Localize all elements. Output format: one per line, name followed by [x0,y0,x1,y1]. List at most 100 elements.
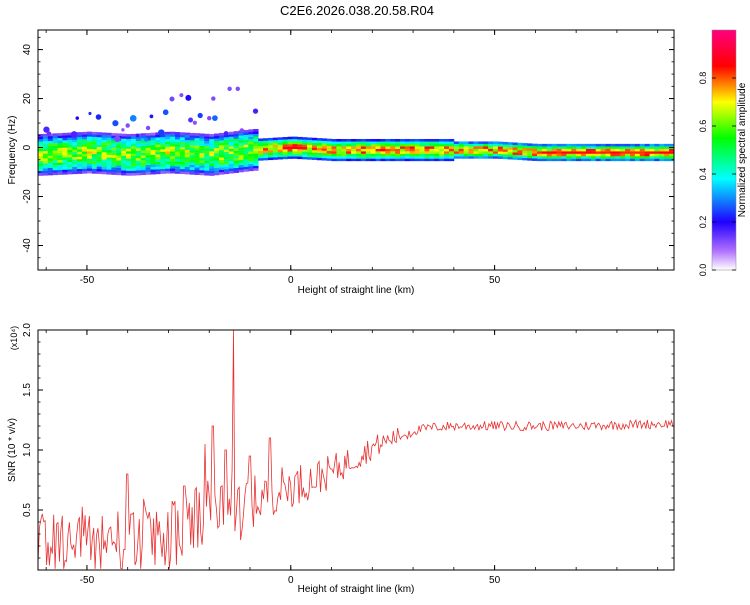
heat-cell [409,148,416,152]
heat-cell [497,153,504,157]
heat-cell [170,153,176,157]
heat-cell [174,171,181,174]
heat-cell [507,154,513,158]
y-tick-label: 20 [22,93,33,105]
heat-cell [302,137,308,140]
heat-cell [326,148,332,152]
heat-cell [463,143,469,147]
heat-cell [527,150,533,154]
heat-cell [184,137,191,141]
heat-cell [370,153,376,157]
heat-cell [497,156,504,159]
heat-cell [267,157,274,161]
heat-cell [546,143,553,147]
heat-cell [47,150,54,154]
heat-cell [365,138,372,142]
heat-cell [263,140,269,144]
heat-cell [639,153,646,157]
heat-cell [375,141,381,144]
heat-cell [62,167,68,170]
heat-cell [404,148,411,152]
heat-cell [272,154,279,158]
heat-cell [253,128,259,132]
heat-cell [561,156,567,159]
heat-cell [625,156,631,159]
heat-cell [434,158,440,162]
heat-cell [620,143,626,147]
x-tick-label: 0 [288,275,294,286]
heat-cell [585,156,592,159]
heat-cell [414,156,421,159]
heat-cell [546,156,553,159]
heat-cell [551,156,557,159]
heat-cell [42,141,49,144]
heat-cell [610,151,616,154]
heat-cell [96,168,103,172]
heat-cell [610,153,616,157]
heat-cell [233,148,239,151]
heat-cell [307,137,313,141]
heat-cell [571,143,577,147]
heat-cell [238,159,244,163]
heat-cell [566,143,572,147]
heat-cell [145,157,151,161]
heat-cell [155,139,161,143]
heat-cell [145,150,151,153]
heat-cell [243,147,249,150]
heat-cell [82,171,88,174]
heat-cell [248,129,254,132]
heat-cell [502,141,509,145]
heat-cell [600,148,606,152]
heat-cell [106,171,112,175]
y-tick-label: 1.0 [22,443,33,457]
heat-cell [135,138,142,142]
heat-cell [605,143,611,147]
heat-cell [576,153,582,157]
heat-cell [179,142,186,145]
heat-cell [126,156,132,159]
heat-cell [664,146,670,149]
heat-cell [121,148,127,151]
heat-cell [42,138,49,142]
heat-cell [67,132,73,136]
heat-cell [380,151,386,154]
heat-cell [429,148,435,152]
heat-cell [615,146,621,149]
heat-cell [96,149,103,152]
spectrogram-heatmap [38,86,674,176]
heat-cell [365,146,372,149]
heat-cell [204,150,210,154]
heat-cell [478,141,484,144]
heat-cell [356,146,362,149]
heat-cell [96,156,103,160]
heat-blob [211,96,216,101]
heat-cell [219,157,225,160]
heat-cell [307,154,313,158]
heat-cell [170,131,176,135]
heat-cell [62,159,68,163]
heat-cell [576,148,582,152]
heat-cell [42,158,49,161]
heat-cell [605,156,611,159]
heat-cell [605,153,611,157]
heat-cell [101,152,107,155]
heat-cell [140,162,147,166]
heat-cell [209,158,215,162]
heat-cell [101,157,107,160]
heat-cell [390,151,396,154]
heat-cell [150,154,156,158]
heat-cell [532,148,538,152]
heat-cell [360,141,367,144]
heat-cell [126,173,132,176]
heat-cell [223,147,230,150]
heat-cell [360,138,367,142]
heat-cell [659,148,665,152]
heat-cell [556,146,562,149]
heat-cell [140,170,147,173]
heat-cell [267,147,274,151]
heat-cell [199,157,205,161]
heat-cell [238,162,244,165]
heat-cell [199,153,205,156]
heat-cell [248,161,254,164]
heat-cell [326,143,332,147]
